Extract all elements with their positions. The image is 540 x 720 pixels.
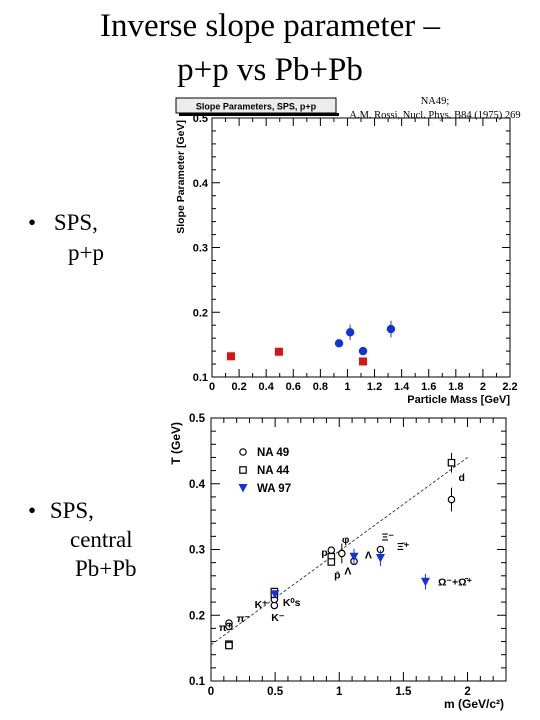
chart-title-shadow (179, 113, 339, 116)
y-tick-label: 0.4 (189, 479, 206, 491)
x-tick-label: 1.6 (421, 381, 436, 393)
y-tick-label: 0.1 (193, 372, 208, 384)
reference-line1: NA49; (420, 96, 450, 107)
particle-label: π⁺ (219, 622, 233, 634)
bullet-sps-pp: • SPS, p+p (28, 208, 104, 268)
chart-title: Slope Parameters, SPS, p+p (196, 102, 317, 112)
bullet-marker: • (28, 498, 37, 523)
data-point-filled-triangle (420, 577, 430, 587)
plot-frame (211, 117, 511, 378)
legend-marker (238, 484, 248, 493)
data-point-square (274, 347, 283, 356)
data-point-open-square (447, 458, 456, 467)
slide-title-line2: p+p vs Pb+Pb (177, 52, 363, 88)
x-tick-label: 1 (344, 381, 350, 393)
particle-label: Ξ̄⁺ (397, 541, 410, 553)
particle-label: Λ (365, 550, 372, 562)
particle-label: K⁺ (255, 599, 269, 611)
data-point-square (359, 357, 368, 366)
x-tick-label: 2 (480, 381, 486, 393)
data-point-circle (334, 339, 344, 348)
x-tick-label: 1 (336, 686, 343, 698)
y-tick-label: 0.2 (193, 307, 208, 319)
data-point-filled-triangle (375, 554, 385, 563)
particle-label: d (459, 472, 465, 484)
particle-label: Ω⁻+Ω̄⁺ (438, 577, 473, 589)
legend-marker (239, 448, 247, 456)
data-point-filled-triangle (349, 552, 359, 562)
particle-label: K⁻ (271, 612, 285, 624)
particle-label: Λ (344, 565, 351, 577)
y-tick-label: 0.3 (193, 243, 208, 255)
x-tick-label: 0.6 (286, 381, 301, 393)
x-tick-label: 0 (208, 686, 214, 698)
x-tick-label: 0 (209, 381, 215, 393)
bullet-marker: • (28, 210, 37, 235)
y-tick-label: 0.4 (193, 178, 209, 190)
x-axis-label: m (GeV/c²) (444, 697, 504, 711)
x-tick-label: 1.2 (367, 381, 382, 393)
x-tick-label: 1.4 (394, 381, 410, 393)
x-tick-label: 0.5 (267, 686, 284, 698)
x-tick-label: 1.5 (395, 686, 412, 698)
x-tick-label: 0.8 (313, 381, 328, 393)
data-point-circle (345, 328, 355, 337)
data-point-circle (358, 346, 368, 356)
data-point-open-square (225, 641, 233, 650)
bullet-line: p+p (68, 240, 104, 265)
fit-line (210, 457, 468, 646)
particle-label: K⁰s (283, 597, 301, 609)
particle-label: φ (342, 534, 350, 546)
legend-marker (239, 466, 247, 474)
x-tick-label: 0.4 (259, 381, 275, 393)
x-tick-label: 2 (464, 686, 470, 698)
plot-frame (210, 417, 507, 682)
y-axis-label: T (GeV) (169, 422, 183, 465)
y-tick-label: 0.3 (189, 545, 205, 557)
bullet-line: SPS, (53, 210, 98, 235)
y-tick-label: 0.1 (189, 676, 206, 688)
reference-line2: A.M. Rossi, Nucl. Phys. B84 (1975) 269 (349, 110, 521, 121)
chart-pbpb-temperature: 0 0.5 1 1.5 2 0.1 0.2 0.3 0.4 0.5 m (GeV/c²) T (GeV… (169, 413, 507, 711)
data-point-open-circle (447, 495, 456, 504)
data-point-circle (386, 324, 396, 334)
data-point-open-square (327, 558, 336, 566)
slide-title-line1: Inverse slope parameter – (100, 8, 440, 44)
data-point-square (226, 352, 235, 361)
chart-pp-slope: Slope Parameters, SPS, p+p 0 0.2 0.4 0.6 0.8 1… (175, 97, 518, 406)
reference-citation: NA49; A.M. Rossi, Nucl. Phys. B84 (1975)… (330, 95, 540, 123)
data-point-open-circle (225, 622, 233, 631)
particle-label: p̄ (334, 569, 340, 581)
data-point-open-circle (327, 546, 336, 554)
data-point-open-circle (338, 549, 346, 558)
x-tick-label: 1.8 (448, 381, 463, 393)
data-point-filled-triangle (270, 590, 280, 599)
particle-label: Ξ⁻ (382, 531, 395, 543)
particle-label: p (321, 547, 327, 559)
bullet-line: Pb+Pb (75, 556, 137, 581)
bullet-line: SPS, (49, 498, 94, 523)
y-tick-label: 0.5 (193, 113, 208, 125)
x-axis-label: Particle Mass [GeV] (407, 394, 510, 406)
x-tick-label: 0.2 (231, 381, 246, 393)
y-tick-label: 0.2 (189, 610, 205, 622)
legend-label: WA 97 (257, 483, 291, 495)
bullet-sps-pbpb: • SPS, central Pb+Pb (28, 496, 137, 583)
x-tick-label: 2.2 (502, 381, 517, 393)
legend-label: NA 44 (257, 465, 290, 477)
bullet-line: central (70, 527, 133, 552)
particle-label: π⁻ (237, 613, 251, 625)
legend-label: NA 49 (257, 447, 289, 459)
y-tick-label: 0.5 (189, 413, 206, 425)
y-axis-label: Slope Parameter [GeV] (175, 120, 187, 234)
